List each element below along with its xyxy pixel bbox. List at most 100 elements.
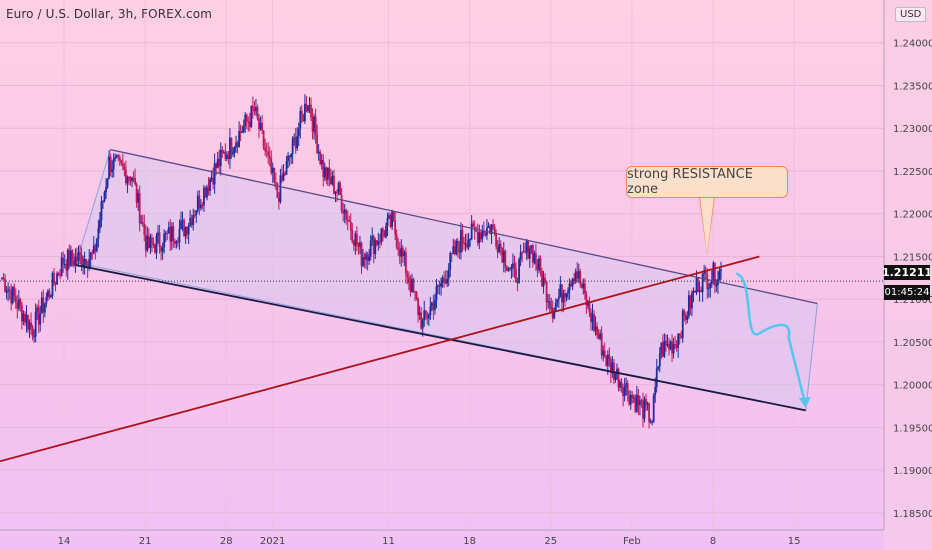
candle: [629, 390, 632, 410]
candle: [199, 199, 202, 211]
rising-trendline[interactable]: [0, 255, 760, 463]
candle: [507, 266, 510, 273]
candle: [660, 342, 663, 359]
candle: [225, 150, 228, 161]
candle: [131, 176, 133, 188]
channel-upper-line[interactable]: [110, 148, 818, 305]
candle: [548, 294, 551, 312]
candle: [20, 301, 23, 330]
candle: [564, 289, 566, 307]
candle: [270, 150, 273, 176]
candle: [114, 153, 117, 162]
candle: [356, 226, 358, 252]
candle: [307, 105, 309, 113]
candle: [300, 105, 303, 123]
candle: [5, 285, 8, 300]
candle: [623, 377, 626, 402]
candle: [206, 184, 208, 201]
candle: [134, 168, 136, 186]
candle: [46, 289, 49, 301]
candle: [554, 298, 557, 312]
candle: [59, 268, 62, 280]
candle: [7, 282, 10, 302]
price-tick-label: 1.20500: [893, 338, 932, 349]
candle: [709, 281, 712, 298]
candle: [637, 388, 640, 416]
price-tick-label: 1.22000: [893, 210, 932, 221]
candle: [274, 172, 277, 190]
candle: [132, 171, 135, 183]
candle: [65, 258, 68, 277]
candle: [256, 104, 259, 121]
currency-badge[interactable]: USD: [895, 7, 927, 22]
candle: [303, 94, 306, 124]
candle: [68, 244, 71, 269]
candle: [582, 278, 585, 295]
candle: [464, 233, 467, 252]
candle: [536, 259, 539, 278]
candle: [189, 210, 192, 227]
candle: [579, 268, 582, 288]
candle: [34, 303, 37, 343]
candle: [417, 297, 420, 323]
candle: [253, 101, 256, 116]
candle: [57, 271, 60, 277]
candle: [401, 245, 404, 263]
candle: [634, 394, 637, 414]
candle: [710, 270, 713, 288]
candle: [620, 377, 623, 393]
candle: [105, 178, 107, 199]
candle: [135, 182, 138, 208]
channel-lower-line[interactable]: [75, 264, 806, 412]
candle: [1, 276, 3, 281]
price-tick-label: 1.20000: [893, 381, 932, 392]
forecast-arrowhead-icon: [798, 397, 811, 409]
candle: [383, 229, 386, 238]
candle: [544, 273, 546, 285]
candle: [565, 293, 568, 302]
candle: [632, 394, 635, 404]
candle: [273, 167, 276, 187]
candle: [424, 310, 427, 321]
candle: [123, 162, 126, 177]
candle: [669, 340, 672, 351]
candle: [437, 284, 439, 295]
candle: [628, 390, 631, 406]
candle: [700, 286, 703, 293]
candle: [600, 326, 603, 360]
candle: [420, 307, 423, 330]
candle: [94, 243, 97, 260]
candle: [348, 215, 351, 223]
candle: [261, 115, 263, 134]
candle: [141, 214, 144, 227]
candle: [668, 337, 670, 356]
candle: [222, 149, 225, 154]
candle: [388, 212, 390, 220]
candle: [60, 252, 63, 277]
resistance-callout[interactable]: strong RESISTANCE zone: [626, 166, 788, 198]
candle: [4, 273, 6, 293]
candle: [112, 153, 115, 178]
price-tick-label: 1.21500: [893, 252, 932, 263]
candle: [95, 237, 98, 253]
price-tick-label: 1.19500: [893, 423, 932, 434]
candle: [362, 249, 364, 268]
price-tick-label: 1.19000: [893, 466, 932, 477]
candle: [297, 122, 300, 147]
candle: [496, 239, 499, 259]
candle: [406, 270, 409, 285]
candle: [175, 239, 178, 249]
candle: [360, 241, 363, 274]
candle: [31, 324, 34, 341]
candle: [649, 418, 652, 424]
candle: [313, 113, 315, 140]
candle: [365, 251, 367, 269]
candle: [239, 124, 242, 142]
candle: [456, 238, 459, 258]
candle: [395, 229, 398, 250]
candle: [92, 236, 95, 255]
candle: [282, 163, 285, 182]
candle: [102, 200, 104, 209]
candle: [180, 211, 182, 230]
